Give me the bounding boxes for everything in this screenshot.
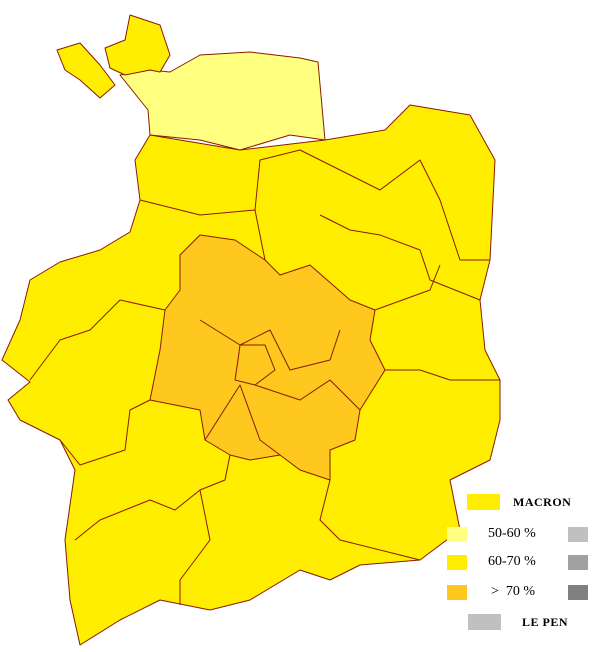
border-line <box>254 379 361 411</box>
legend-lepen-over-70-swatch <box>568 585 588 600</box>
legend-range-50-60: 50-60 % <box>488 526 536 541</box>
border-line <box>179 489 211 605</box>
border-line <box>319 479 421 561</box>
border-line <box>204 384 281 456</box>
border-line <box>59 399 151 466</box>
legend-range-60-70: 60-70 % <box>488 554 536 569</box>
border-line <box>254 149 490 261</box>
legend-range-over-70: > 70 % <box>491 584 536 599</box>
border-line <box>29 299 166 381</box>
region-northwest-peninsula <box>104 14 171 76</box>
region-north-coast <box>119 51 326 151</box>
legend-macron-60-70-swatch <box>447 555 467 570</box>
legend-lepen-swatch <box>468 614 501 630</box>
legend-macron-over-70-swatch <box>447 585 467 600</box>
legend-lepen-label: LE PEN <box>522 615 569 629</box>
legend-lepen-50-60-swatch <box>568 527 588 542</box>
border-line <box>139 199 266 261</box>
border-line <box>374 264 441 311</box>
legend-macron-label: MACRON <box>513 495 572 509</box>
legend-macron-50-60-swatch <box>447 527 467 542</box>
border-line <box>385 369 500 381</box>
legend-macron-swatch <box>467 494 500 510</box>
border-line <box>74 454 231 541</box>
border-line <box>319 214 481 301</box>
border-line <box>199 319 341 371</box>
legend-lepen-60-70-swatch <box>568 555 588 570</box>
region-island <box>56 42 116 99</box>
